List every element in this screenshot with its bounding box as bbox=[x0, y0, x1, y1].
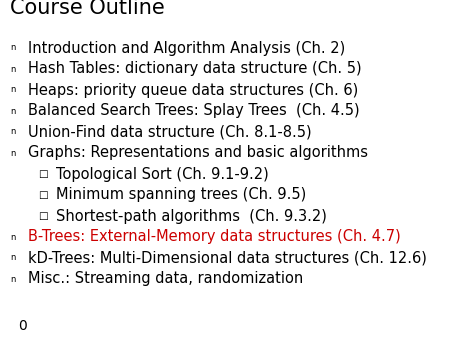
Text: kD-Trees: Multi-Dimensional data structures (Ch. 12.6): kD-Trees: Multi-Dimensional data structu… bbox=[28, 250, 427, 265]
Text: B-Trees: External-Memory data structures (Ch. 4.7): B-Trees: External-Memory data structures… bbox=[28, 229, 401, 245]
Text: n: n bbox=[10, 274, 15, 284]
Text: Introduction and Algorithm Analysis (Ch. 2): Introduction and Algorithm Analysis (Ch.… bbox=[28, 40, 345, 56]
Text: n: n bbox=[10, 128, 15, 137]
Text: Misc.: Streaming data, randomization: Misc.: Streaming data, randomization bbox=[28, 272, 303, 286]
Text: Course Outline: Course Outline bbox=[10, 0, 165, 18]
Text: 0: 0 bbox=[18, 319, 27, 333]
Text: Topological Sort (Ch. 9.1-9.2): Topological Sort (Ch. 9.1-9.2) bbox=[56, 166, 269, 181]
Text: □: □ bbox=[38, 190, 48, 200]
Text: Balanced Search Trees: Splay Trees  (Ch. 4.5): Balanced Search Trees: Splay Trees (Ch. … bbox=[28, 104, 360, 118]
Text: Hash Tables: dictionary data structure (Ch. 5): Hash Tables: dictionary data structure (… bbox=[28, 61, 362, 76]
Text: n: n bbox=[10, 44, 15, 52]
Text: Minimum spanning trees (Ch. 9.5): Minimum spanning trees (Ch. 9.5) bbox=[56, 188, 306, 202]
Text: n: n bbox=[10, 253, 15, 262]
Text: Heaps: priority queue data structures (Ch. 6): Heaps: priority queue data structures (C… bbox=[28, 83, 358, 97]
Text: n: n bbox=[10, 149, 15, 157]
Text: Union-Find data structure (Ch. 8.1-8.5): Union-Find data structure (Ch. 8.1-8.5) bbox=[28, 125, 311, 140]
Text: Graphs: Representations and basic algorithms: Graphs: Representations and basic algori… bbox=[28, 145, 368, 161]
Text: n: n bbox=[10, 85, 15, 95]
Text: n: n bbox=[10, 106, 15, 116]
Text: □: □ bbox=[38, 169, 48, 179]
Text: Shortest-path algorithms  (Ch. 9.3.2): Shortest-path algorithms (Ch. 9.3.2) bbox=[56, 209, 327, 224]
Text: n: n bbox=[10, 64, 15, 73]
Text: □: □ bbox=[38, 211, 48, 221]
Text: n: n bbox=[10, 233, 15, 241]
